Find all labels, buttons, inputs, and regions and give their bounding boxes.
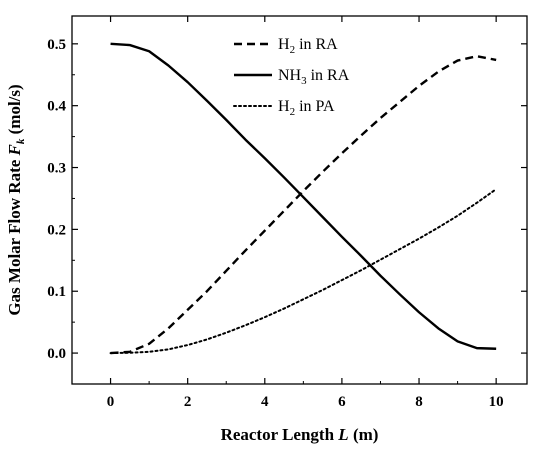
plot-frame xyxy=(71,15,528,385)
x-tick-label: 6 xyxy=(338,394,346,410)
series-line-0 xyxy=(110,55,497,355)
y-tick-label: 0.1 xyxy=(47,284,66,300)
series-line-1 xyxy=(110,42,497,350)
legend-label-2: H2 in PA xyxy=(278,98,335,118)
y-tick-label: 0.5 xyxy=(47,37,66,53)
legend: H2 in RA NH3 in RA H2 in PA xyxy=(233,36,350,118)
legend-label-0: H2 in RA xyxy=(278,36,338,56)
x-tick-label: 8 xyxy=(415,394,423,410)
y-axis-title: Gas Molar Flow Rate Fk (mol/s) xyxy=(5,84,27,315)
y-tick-label: 0.2 xyxy=(47,222,66,238)
x-tick-label: 2 xyxy=(184,394,192,410)
x-tick-label: 0 xyxy=(107,394,115,410)
x-axis-title: Reactor Length L (m) xyxy=(221,425,379,444)
axes: 0 2 4 6 8 10 0.0 0.1 0.2 0.3 0.4 0.5 Reactor Length … xyxy=(5,15,528,444)
y-tick-label: 0.4 xyxy=(47,99,66,115)
y-tick-label: 0.0 xyxy=(47,346,66,362)
y-tick-label: 0.3 xyxy=(47,161,66,177)
legend-label-1: NH3 in RA xyxy=(278,67,350,87)
x-tick-label: 4 xyxy=(261,394,269,410)
series-line-2 xyxy=(109,188,498,355)
x-tick-label: 10 xyxy=(489,394,504,410)
plot-area xyxy=(109,42,498,355)
